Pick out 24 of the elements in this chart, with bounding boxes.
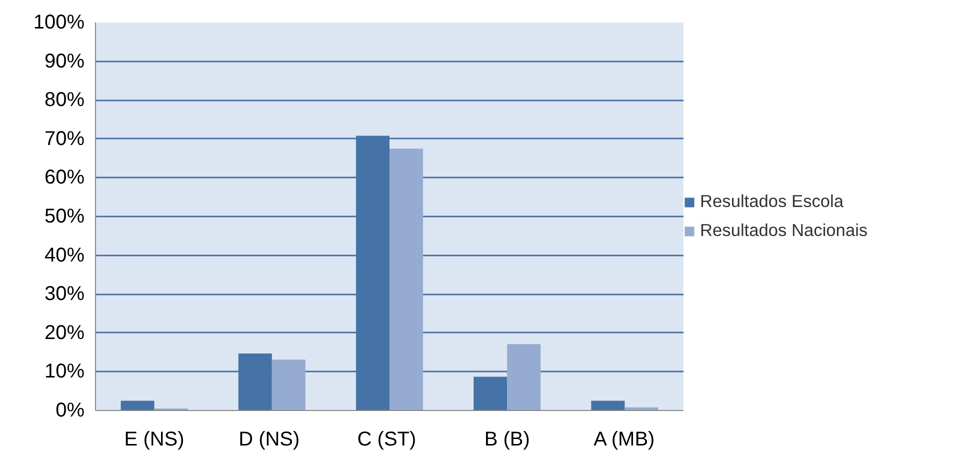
bar <box>507 344 541 410</box>
y-tick-label: 100% <box>33 12 85 34</box>
y-tick-label: 20% <box>44 322 85 344</box>
bar <box>591 400 625 410</box>
y-tick-label: 30% <box>44 283 85 306</box>
y-tick-label: 90% <box>44 50 85 72</box>
y-tick-label: 40% <box>44 244 85 266</box>
y-tick-label: 10% <box>44 360 85 383</box>
bar <box>390 148 424 410</box>
bar <box>120 400 154 410</box>
y-tick-label: 50% <box>44 206 85 228</box>
x-tick-label: E (NS) <box>124 428 184 450</box>
y-tick-label: 70% <box>44 128 85 150</box>
x-tick-label: D (NS) <box>238 428 300 450</box>
legend-label: Resultados Nacionais <box>700 220 868 241</box>
x-tick-label: B (B) <box>484 428 530 450</box>
y-tick-label: 80% <box>44 89 85 112</box>
bar <box>272 360 306 410</box>
x-tick-label: A (MB) <box>594 428 655 450</box>
y-tick-label: 0% <box>56 400 85 422</box>
x-tick-label: C (ST) <box>357 428 416 450</box>
y-tick-label: 60% <box>44 166 85 189</box>
legend-label: Resultados Escola <box>700 191 844 212</box>
bar <box>474 376 508 410</box>
